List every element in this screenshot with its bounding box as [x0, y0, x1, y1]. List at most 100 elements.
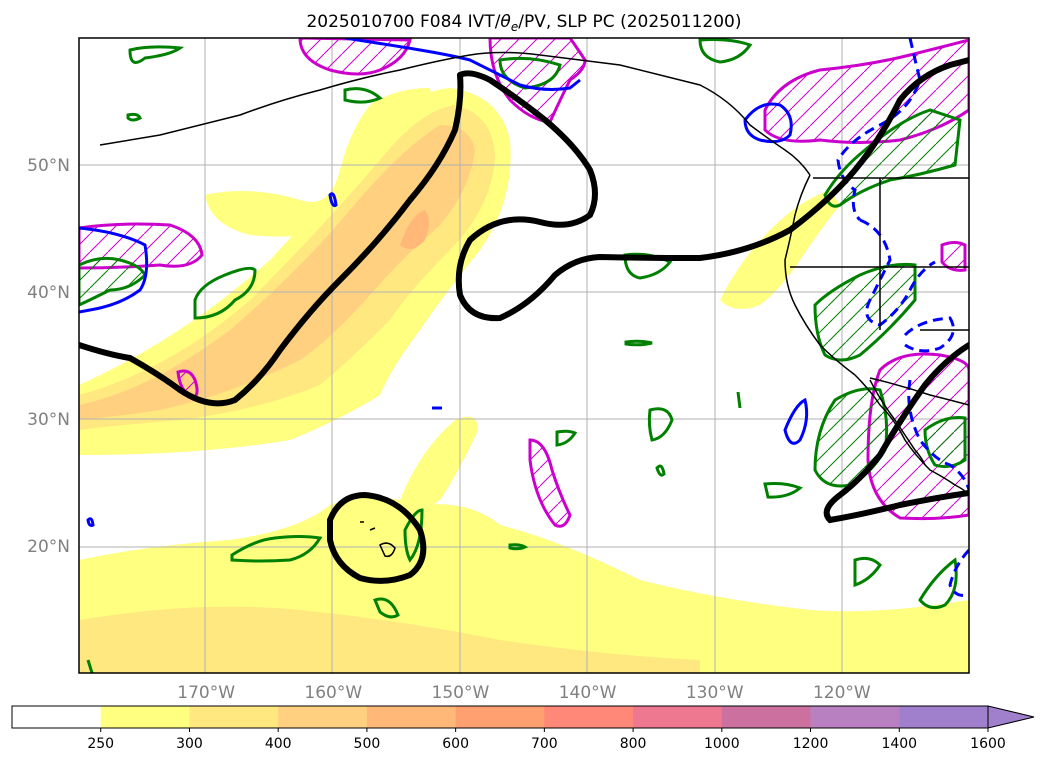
- green-blob-15: [126, 112, 142, 122]
- map-frame: [78, 37, 970, 674]
- colorbar-tick-label: 500: [354, 736, 381, 752]
- green-blob-10: [853, 556, 882, 588]
- colorbar-extend-arrow: [987, 705, 1035, 729]
- green-blob-7: [647, 407, 674, 442]
- green-blob-1: [128, 45, 185, 64]
- title-theta: θ: [500, 12, 511, 32]
- ivt-plume-250-b: [205, 88, 440, 237]
- colorbar-tick-label: 1000: [704, 736, 740, 752]
- green-blob-4: [343, 87, 383, 104]
- green-blob-9: [763, 482, 803, 499]
- slp-contour-hawaii: [327, 491, 427, 584]
- slp-contour-low: [455, 57, 969, 322]
- ivt-plume-400: [79, 125, 475, 420]
- green-region-ne: [823, 108, 962, 208]
- title-prefix: 2025010700 F084 IVT/: [306, 12, 500, 32]
- colorbar-tick-label: 250: [87, 736, 114, 752]
- colorbar-segment: [189, 706, 279, 728]
- colorbar-segment: [366, 706, 457, 728]
- green-region-east: [813, 263, 917, 362]
- lat-tick-label: 40°N: [27, 283, 70, 303]
- lon-tick-label: 150°W: [432, 683, 490, 703]
- blue-contour-east-small: [783, 397, 809, 445]
- blue-dashed-4: [907, 379, 969, 491]
- blue-dashed-1: [836, 38, 922, 222]
- lat-tick-label: 20°N: [27, 537, 70, 557]
- colorbar-tick-label: 700: [531, 736, 558, 752]
- blue-contour-dot-1: [328, 192, 338, 207]
- lon-tick-labels: 170°W 160°W 150°W 140°W 130°W 120°W: [177, 683, 871, 703]
- lon-tick-label: 160°W: [304, 683, 362, 703]
- ivt-shading: [79, 88, 969, 673]
- figure-title: 2025010700 F084 IVT/θe/PV, SLP PC (20250…: [306, 12, 741, 34]
- colorbar-segment: [100, 706, 190, 728]
- green-blob-12: [230, 535, 323, 563]
- green-blob-19: [736, 391, 742, 409]
- green-blob-18: [86, 659, 94, 673]
- border-us-mexico: [869, 377, 969, 406]
- green-blob-17: [508, 543, 529, 551]
- lon-tick-label: 140°W: [559, 683, 617, 703]
- lat-tick-label: 30°N: [27, 410, 70, 430]
- colorbar: 250 300 400 500 600 700 800 1000 1200 1400 1600: [11, 705, 1035, 752]
- colorbar-tick-label: 1200: [793, 736, 829, 752]
- pv-region-north1: [298, 38, 412, 76]
- map-panel: [79, 38, 969, 673]
- colorbar-tick-label: 400: [265, 736, 292, 752]
- colorbar-segment: [278, 706, 368, 728]
- lat-tick-labels: 50°N 40°N 30°N 20°N: [27, 156, 70, 557]
- lon-tick-label: 130°W: [686, 683, 744, 703]
- slp-contour-southeast: [823, 342, 969, 524]
- green-blob-3: [698, 38, 753, 64]
- slp-contours: [79, 57, 969, 584]
- slp-contour-main: [79, 72, 464, 407]
- lon-tick-label: 170°W: [177, 683, 235, 703]
- green-blob-5: [193, 266, 257, 320]
- colorbar-tick-label: 300: [176, 736, 203, 752]
- blue-contour-dot-3: [86, 517, 95, 527]
- green-blob-20: [655, 464, 666, 477]
- colorbar-tick-label: 1600: [970, 736, 1006, 752]
- ivt-coastal-250: [720, 190, 840, 309]
- green-region-se: [813, 387, 889, 488]
- blue-contour-north: [344, 38, 581, 91]
- green-blob-13: [372, 597, 400, 619]
- blue-contour-west: [79, 226, 149, 314]
- lon-tick-label: 120°W: [813, 683, 871, 703]
- green-blob-14: [403, 508, 424, 563]
- ivt-plume-500: [400, 210, 429, 249]
- theta-e-blue-contours: [79, 38, 809, 527]
- colorbar-segment: [633, 706, 723, 728]
- title-theta-subscript: e: [511, 20, 518, 34]
- colorbar-segment: [544, 706, 634, 728]
- coastline-hawaii: [360, 521, 396, 558]
- lat-tick-label: 50°N: [27, 156, 70, 176]
- ivt-south-300: [79, 606, 700, 673]
- blue-dashed-3: [903, 316, 955, 353]
- colorbar-segment: [810, 706, 900, 728]
- colorbar-frame: [11, 705, 988, 729]
- colorbar-segment: [721, 706, 812, 728]
- coastline-baja: [869, 379, 926, 466]
- colorbar-segment: [899, 706, 989, 728]
- ivt-south-blob: [400, 416, 478, 508]
- blue-dashed-5: [948, 548, 969, 597]
- green-blob-8: [555, 429, 578, 447]
- colorbar-tick-label: 600: [442, 736, 469, 752]
- pv-region-small2: [528, 438, 572, 528]
- map-grid: [79, 38, 969, 673]
- green-region-se2: [923, 416, 967, 469]
- colorbar-tick-label: 1400: [881, 736, 917, 752]
- theta-e-blue-dashed: [836, 38, 969, 597]
- green-blob-16: [624, 339, 653, 347]
- colorbar-tick-label: 800: [620, 736, 647, 752]
- blue-dashed-2: [859, 218, 936, 327]
- green-blob-11: [918, 557, 958, 610]
- coastline-alaska: [99, 51, 811, 176]
- colorbar-segment: [455, 706, 545, 728]
- blue-contour-ne: [743, 102, 793, 144]
- pv-region-small3: [940, 241, 967, 272]
- title-suffix: /PV, SLP PC (2025011200): [518, 12, 741, 32]
- colorbar-segment: [12, 706, 102, 728]
